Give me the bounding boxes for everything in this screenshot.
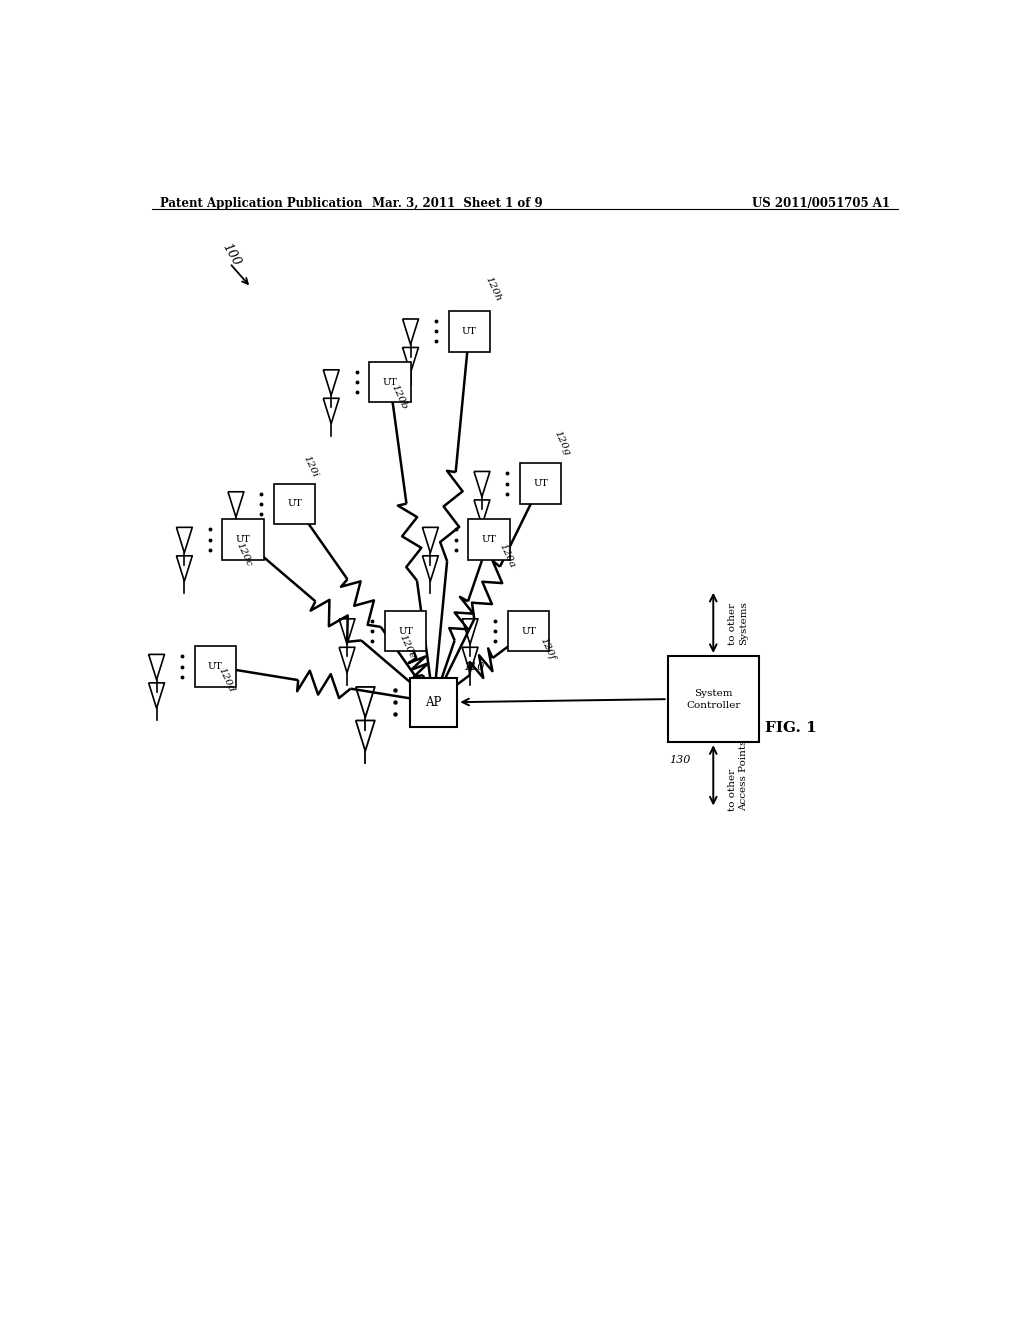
Text: UT: UT: [521, 627, 537, 635]
Text: 120a: 120a: [498, 541, 517, 569]
Text: 120g: 120g: [553, 429, 572, 457]
Text: 100: 100: [219, 242, 243, 268]
Bar: [410, 677, 458, 726]
Text: UT: UT: [208, 663, 223, 671]
Bar: [668, 656, 759, 742]
Bar: [222, 519, 264, 560]
Text: UT: UT: [534, 479, 548, 488]
Text: 120f: 120f: [539, 636, 556, 661]
Text: Patent Application Publication: Patent Application Publication: [160, 197, 362, 210]
Text: FIG. 1: FIG. 1: [765, 721, 816, 735]
Text: 110: 110: [464, 661, 485, 672]
Text: UT: UT: [287, 499, 302, 508]
Text: UT: UT: [481, 535, 497, 544]
Text: 130: 130: [670, 755, 690, 764]
Text: UT: UT: [462, 326, 477, 335]
Text: US 2011/0051705 A1: US 2011/0051705 A1: [752, 197, 890, 210]
Bar: [274, 483, 315, 524]
Bar: [508, 611, 550, 651]
Text: 120h: 120h: [483, 275, 503, 302]
Bar: [449, 312, 489, 351]
Bar: [468, 519, 510, 560]
Bar: [370, 362, 411, 403]
Text: 120i: 120i: [301, 454, 319, 479]
Text: to other
Systems: to other Systems: [728, 601, 748, 645]
Text: 120c: 120c: [234, 541, 253, 568]
Text: 120d: 120d: [216, 667, 236, 694]
Bar: [385, 611, 426, 651]
Bar: [195, 647, 236, 686]
Text: 120e: 120e: [397, 634, 417, 660]
Text: UT: UT: [382, 378, 397, 387]
Text: UT: UT: [236, 535, 251, 544]
Text: Mar. 3, 2011  Sheet 1 of 9: Mar. 3, 2011 Sheet 1 of 9: [372, 197, 543, 210]
Text: to other
Access Points: to other Access Points: [728, 739, 748, 810]
Text: UT: UT: [398, 627, 414, 635]
Text: System
Controller: System Controller: [686, 689, 740, 710]
Text: AP: AP: [425, 696, 441, 709]
Text: 120b: 120b: [390, 383, 410, 411]
Bar: [520, 463, 561, 504]
